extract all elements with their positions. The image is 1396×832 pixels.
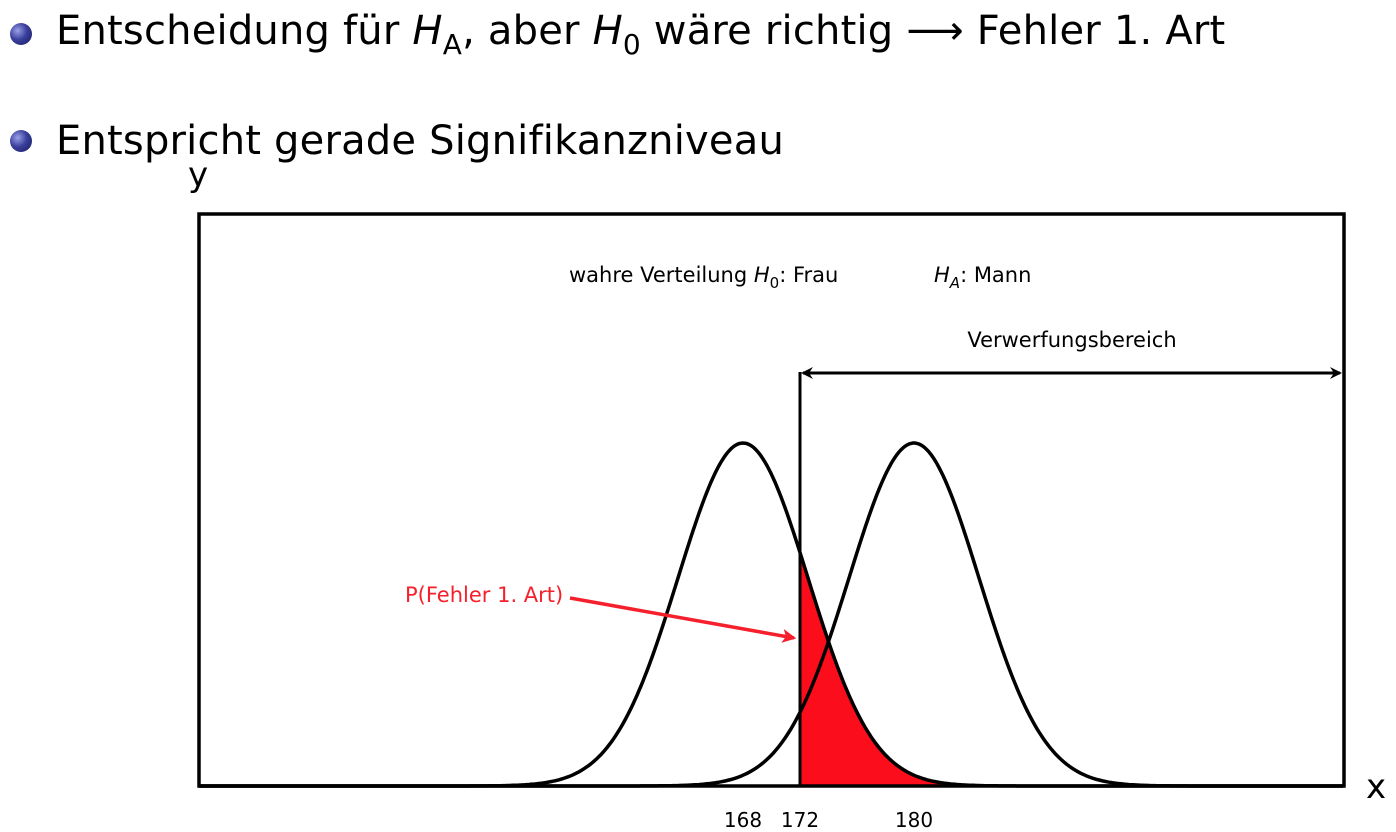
y-axis-label: y (188, 155, 208, 195)
text-segment: wäre richtig ⟶ Fehler 1. Art (640, 8, 1226, 54)
bullet-text-significance: Entspricht gerade Signifikanzniveau (56, 118, 784, 164)
error-area (800, 552, 1344, 786)
symbol-h-a: HA (412, 8, 463, 61)
bullet-item-type1-error: Entscheidung für HA, aber H0 wäre richti… (10, 8, 1225, 61)
bullet-item-significance: Entspricht gerade Signifikanzniveau (10, 118, 784, 164)
ha-distribution-label: HA: Mann (934, 263, 1031, 292)
text-segment: , aber (462, 8, 593, 54)
tick-label-168: 168 (724, 808, 762, 832)
curve-h0-frau (199, 441, 1343, 788)
tick-label-172: 172 (781, 808, 819, 832)
symbol-h-0: H0 (592, 8, 641, 61)
plot-frame (197, 212, 1346, 788)
curve-ha-mann (199, 441, 1343, 788)
bullet-text-type1-error: Entscheidung für HA, aber H0 wäre richti… (56, 8, 1225, 61)
h0-distribution-label: wahre Verteilung H0: Frau (569, 263, 838, 292)
bullet-icon (10, 23, 32, 46)
error-probability-label: P(Fehler 1. Art) (405, 583, 563, 607)
rejection-region-label: Verwerfungsbereich (967, 328, 1176, 352)
tick-label-180: 180 (895, 808, 933, 832)
text-segment: Entscheidung für (56, 8, 413, 54)
x-axis-label: x (1366, 767, 1386, 807)
bullet-icon (10, 130, 32, 152)
error-pointer-arrow (569, 596, 797, 643)
